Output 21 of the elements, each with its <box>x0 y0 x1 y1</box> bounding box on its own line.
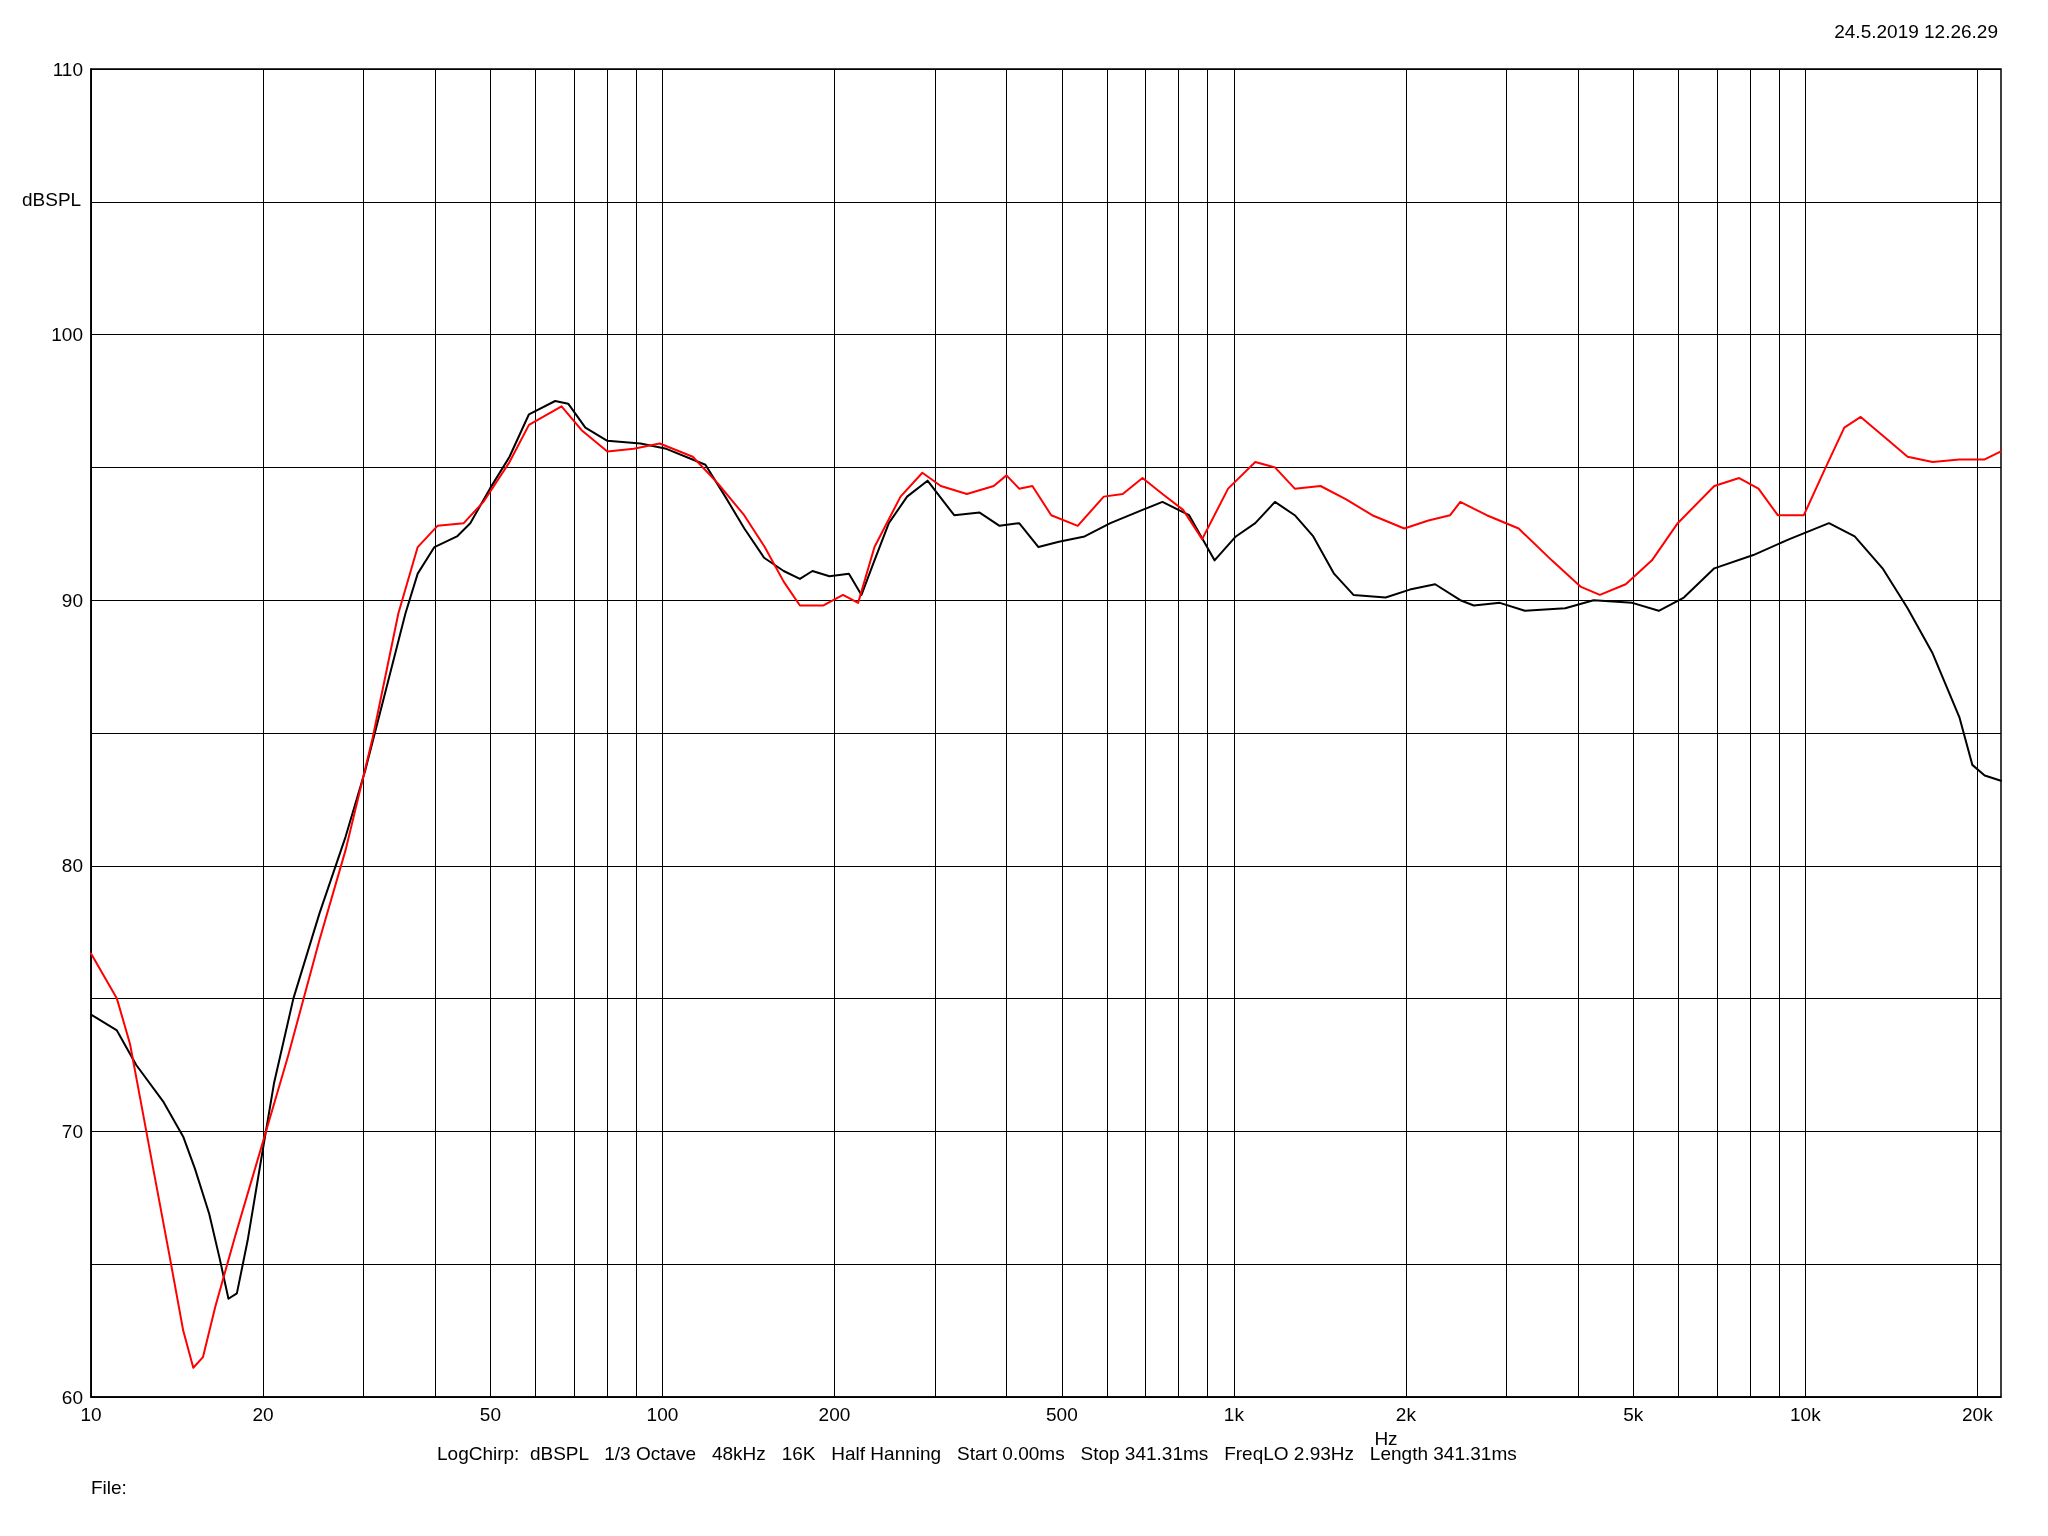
y-tick-label: 70 <box>61 1120 83 1142</box>
x-tick-label: 50 <box>479 1404 501 1425</box>
x-tick-label: 10 <box>80 1404 102 1425</box>
y-axis-title: dBSPL <box>22 189 82 210</box>
y-tick-label: 90 <box>61 589 83 611</box>
x-tick-label: 10k <box>1790 1404 1822 1425</box>
text: 24.5.2019 12.26.29 <box>1834 21 1998 42</box>
x-tick-label: 200 <box>818 1404 851 1425</box>
y-tick-label: 60 <box>61 1386 83 1408</box>
x-tick-label: 2k <box>1395 1404 1417 1425</box>
y-tick-label: 100 <box>51 324 83 346</box>
x-axis-title: Hz <box>1374 1427 1398 1449</box>
y-tick-label: 80 <box>61 855 83 877</box>
x-tick-label: 1k <box>1223 1404 1245 1425</box>
y-tick-label: 110 <box>52 58 83 80</box>
x-tick-label: 5k <box>1623 1404 1644 1425</box>
x-tick-label: 20k <box>1962 1404 1994 1425</box>
x-tick-label: 100 <box>646 1404 679 1425</box>
text: File: <box>91 1477 127 1498</box>
x-tick-label: 20 <box>252 1404 274 1425</box>
x-tick-label: 500 <box>1046 1404 1078 1425</box>
